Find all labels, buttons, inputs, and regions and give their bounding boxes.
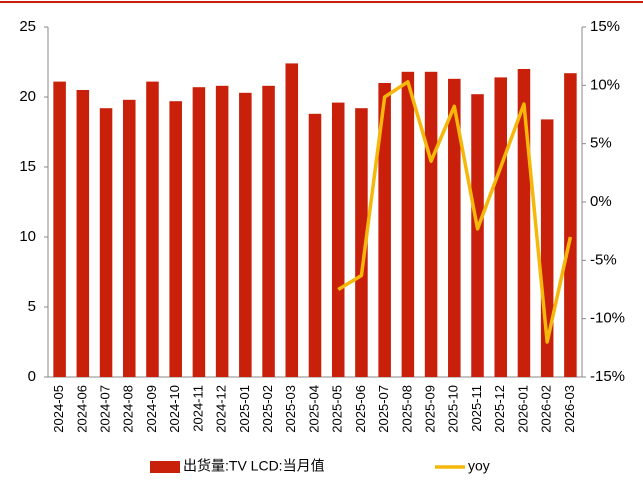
legend-swatch <box>150 461 180 473</box>
bar <box>494 77 508 378</box>
bar <box>564 73 577 377</box>
bar <box>76 90 90 377</box>
x-tick-label: 2025-12 <box>492 385 507 433</box>
y-tick-label: 5 <box>28 298 36 315</box>
x-tick-label: 2024-07 <box>97 385 112 433</box>
bar <box>239 92 252 378</box>
bar <box>424 71 438 378</box>
x-tick-label: 2024-10 <box>167 385 182 433</box>
x-tick-label: 2024-08 <box>121 385 136 433</box>
x-tick-label: 2024-06 <box>74 385 89 433</box>
x-tick-label: 2025-10 <box>446 385 461 433</box>
x-tick-label: 2025-08 <box>399 385 414 433</box>
x-tick-label: 2025-11 <box>469 385 484 432</box>
y2-tick-label: 15% <box>590 18 620 35</box>
y2-tick-label: 0% <box>590 193 612 210</box>
bar <box>262 85 275 378</box>
x-tick-label: 2024-09 <box>144 385 159 433</box>
y2-tick-label: 10% <box>590 76 620 93</box>
y-tick-label: 15 <box>19 158 36 175</box>
bar <box>308 113 322 378</box>
bar <box>169 101 182 377</box>
legend-label: 出货量:TV LCD:当月值 <box>183 458 325 474</box>
y2-tick-label: 5% <box>590 135 612 152</box>
bar <box>471 94 484 377</box>
line <box>337 80 573 344</box>
x-tick-label: 2025-01 <box>237 385 252 433</box>
y-tick-label: 0 <box>28 368 36 385</box>
bar <box>331 102 345 377</box>
x-tick-label: 2024-05 <box>51 385 66 433</box>
x-tick-label: 2025-07 <box>376 385 391 433</box>
x-tick-label: 2026-02 <box>539 385 554 433</box>
bar <box>401 71 415 378</box>
legend-label: yoy <box>468 458 490 474</box>
y-tick-label: 25 <box>19 18 36 35</box>
x-tick-label: 2026-01 <box>515 385 530 433</box>
bar <box>448 78 461 378</box>
x-tick-label: 2025-03 <box>283 385 298 433</box>
y-tick-label: 20 <box>19 88 36 105</box>
x-tick-label: 2024-11 <box>190 385 205 432</box>
bar <box>192 87 206 377</box>
x-tick-label: 2025-05 <box>330 385 345 433</box>
bar <box>99 108 113 377</box>
y2-tick-label: -10% <box>590 310 625 327</box>
bar <box>215 85 229 378</box>
x-tick-label: 2025-02 <box>260 385 275 433</box>
x-tick-label: 2025-09 <box>423 385 438 433</box>
bar <box>122 99 136 378</box>
y2-tick-label: -5% <box>590 251 617 268</box>
y2-tick-label: -15% <box>590 368 625 385</box>
bar <box>285 63 299 378</box>
bar <box>355 108 368 377</box>
y-tick-label: 10 <box>19 228 36 245</box>
x-tick-label: 2025-06 <box>353 385 368 433</box>
x-tick-label: 2026-03 <box>562 385 577 433</box>
x-tick-label: 2025-04 <box>306 385 321 433</box>
bar <box>146 81 159 377</box>
x-tick-label: 2024-12 <box>214 385 229 433</box>
bar <box>53 81 66 377</box>
bar <box>378 83 391 377</box>
